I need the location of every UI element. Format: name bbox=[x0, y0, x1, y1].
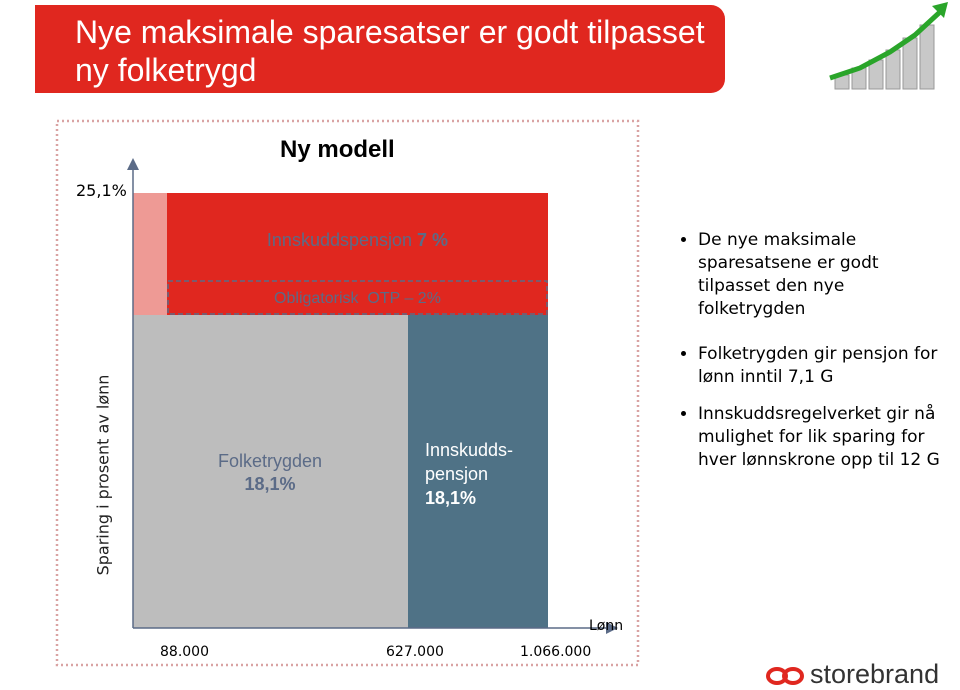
bullet: De nye maksimale sparesatsene er godt ti… bbox=[698, 229, 953, 321]
block-value: 18,1% bbox=[425, 488, 477, 508]
slide-title: Nye maksimale sparesatser er godt tilpas… bbox=[35, 5, 725, 93]
block-label: Innskudds- pensjon 18,1% bbox=[425, 438, 513, 510]
block-title-line: pensjon bbox=[425, 464, 489, 484]
block-label: Innskuddspensjon 7 % bbox=[167, 230, 548, 251]
block-title: Innskuddspensjon bbox=[266, 230, 413, 250]
block-title-line: Innskudds- bbox=[425, 440, 514, 460]
x-axis-label: Lønn bbox=[589, 618, 624, 634]
block-value: 7 % bbox=[417, 230, 449, 250]
block-value: 18,1% bbox=[244, 474, 296, 494]
bullet: Innskuddsregelverket gir nå mulighet for… bbox=[698, 403, 953, 472]
block-label: Folketrygden 18,1% bbox=[180, 450, 360, 496]
growth-icon bbox=[829, 2, 948, 90]
y-axis-label: Sparing i prosent av lønn bbox=[93, 374, 113, 576]
diagram-heading: Ny modell bbox=[280, 136, 395, 163]
x-label: 627.000 bbox=[386, 644, 444, 660]
logo-text: storebrand bbox=[810, 659, 940, 689]
block-title: Folketrygden bbox=[217, 451, 323, 471]
otp-label: Obligatorisk OTP – 2% bbox=[274, 290, 441, 307]
x-label: 1.066.000 bbox=[520, 644, 592, 660]
logo-icon bbox=[766, 667, 804, 685]
x-label: 88.000 bbox=[160, 644, 209, 660]
bullet-list: De nye maksimale sparesatsene er godt ti… bbox=[668, 229, 953, 494]
bullet: Folketrygden gir pensjon for lønn inntil… bbox=[698, 343, 953, 389]
y-top-label: 25,1% bbox=[76, 181, 127, 200]
